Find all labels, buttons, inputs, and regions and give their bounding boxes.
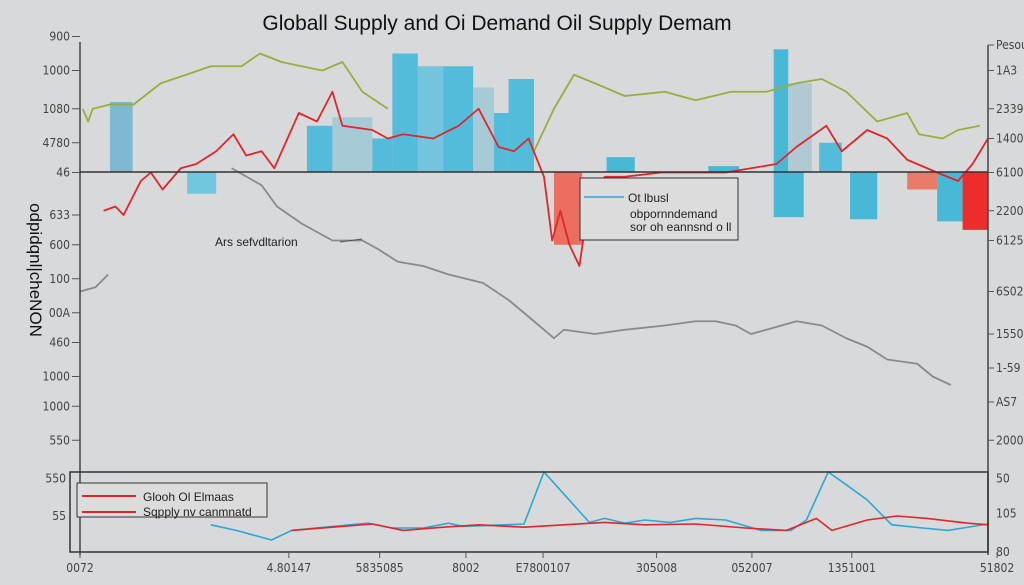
right-tick-label: 1A3: [996, 64, 1017, 78]
bar: [307, 125, 333, 173]
bar: [708, 166, 740, 173]
y-axis-label: odpidqnl|cheNON: [26, 203, 45, 337]
bar: [392, 53, 418, 173]
legend-entry: sor oh eannsnd o ll: [630, 220, 731, 234]
bar: [109, 101, 133, 173]
bar: [417, 66, 444, 173]
lower-right-tick-label: 50: [996, 471, 1010, 485]
legend-entry: Glooh Ol Elmaas: [143, 490, 234, 504]
left-tick-label: 1000: [43, 399, 71, 413]
x-tick-label: E7800107: [516, 561, 571, 575]
bar: [606, 157, 635, 173]
right-tick-label: 2000: [996, 433, 1024, 447]
legend-entry: obpornndemand: [630, 207, 717, 221]
lower-series-line: [210, 470, 989, 541]
bar: [773, 49, 789, 173]
right-tick-label: 1-59: [996, 361, 1021, 375]
bar: [473, 87, 495, 173]
lower-right-tick-label: 80: [996, 545, 1010, 559]
x-tick-label: 5835085: [356, 561, 404, 575]
series-line: [79, 273, 109, 293]
x-tick-label: 1351001: [828, 561, 876, 575]
lines-layer: [79, 52, 989, 541]
bar: [907, 172, 938, 190]
left-tick-label: 100: [49, 272, 70, 286]
right-tick-label: 1550: [996, 327, 1024, 341]
right-tick-label: 1400: [996, 132, 1024, 146]
ticks-layer: 900 1000 1080 4780 46 633 600 100 00A 460 1000 1000…: [43, 30, 1024, 576]
legend-entry: Ot lbusl: [628, 191, 669, 205]
bar: [187, 172, 217, 194]
lower-left-tick-label: 55: [52, 509, 66, 523]
lower-right-tick-label: 105: [996, 507, 1017, 521]
right-tick-label: 6125: [996, 234, 1023, 248]
bars-layer: [109, 49, 988, 245]
right-tick-label: AS7: [996, 395, 1017, 409]
bar: [962, 172, 988, 230]
bar: [553, 172, 583, 245]
lower-left-tick-label: 550: [45, 471, 66, 485]
left-tick-label: 460: [49, 336, 70, 350]
annotation: Ars sefvdltarion: [215, 235, 298, 249]
left-tick-label: 550: [49, 433, 70, 447]
right-tick-label: 2200: [996, 204, 1024, 218]
left-tick-label: 1000: [43, 64, 71, 78]
series-line: [81, 52, 389, 123]
lower-series-line: [291, 515, 989, 532]
bar: [494, 113, 509, 173]
bar: [773, 172, 804, 218]
legend-entry: Sqpply nv canmnatd: [143, 505, 252, 519]
right-tick-label: Pesou: [996, 38, 1024, 52]
left-tick-label: 4780: [43, 136, 71, 150]
x-tick-label: 8002: [452, 561, 479, 575]
series-line: [231, 167, 952, 386]
x-tick-label: 51802: [980, 561, 1014, 575]
annotation-leader: [339, 238, 363, 243]
bar: [372, 138, 393, 173]
right-tick-label: 6100: [996, 166, 1024, 180]
right-tick-label: 2339: [996, 102, 1024, 116]
bar: [849, 172, 878, 220]
series-line: [533, 73, 981, 152]
bar: [819, 142, 842, 173]
bar: [332, 117, 373, 173]
left-tick-label: 1080: [43, 102, 71, 116]
legend-lower: Glooh Ol Elmaas Sqpply nv canmnatd: [76, 482, 268, 519]
x-tick-label: 305008: [636, 561, 677, 575]
bar: [508, 79, 534, 173]
legend-main: Ot lbusl obpornndemand sor oh eannsnd o …: [579, 177, 739, 241]
right-tick-label: 6S02: [996, 285, 1023, 299]
lower-panel: [69, 471, 989, 553]
bar: [788, 83, 812, 173]
left-tick-label: 900: [49, 30, 70, 44]
left-tick-label: 600: [49, 238, 70, 252]
left-tick-label: 1000: [43, 370, 71, 384]
chart-title: Globall Supply and Oi Demand Oil Supply …: [262, 12, 731, 35]
series-line: [103, 90, 989, 267]
x-tick-label: 4.80147: [267, 561, 312, 575]
x-tick-label: 052007: [731, 561, 772, 575]
x-tick-label: 0072: [66, 561, 93, 575]
left-tick-label: 46: [56, 166, 70, 180]
left-tick-label: 633: [49, 208, 70, 222]
left-tick-label: 00A: [49, 306, 71, 320]
bar: [443, 66, 474, 173]
